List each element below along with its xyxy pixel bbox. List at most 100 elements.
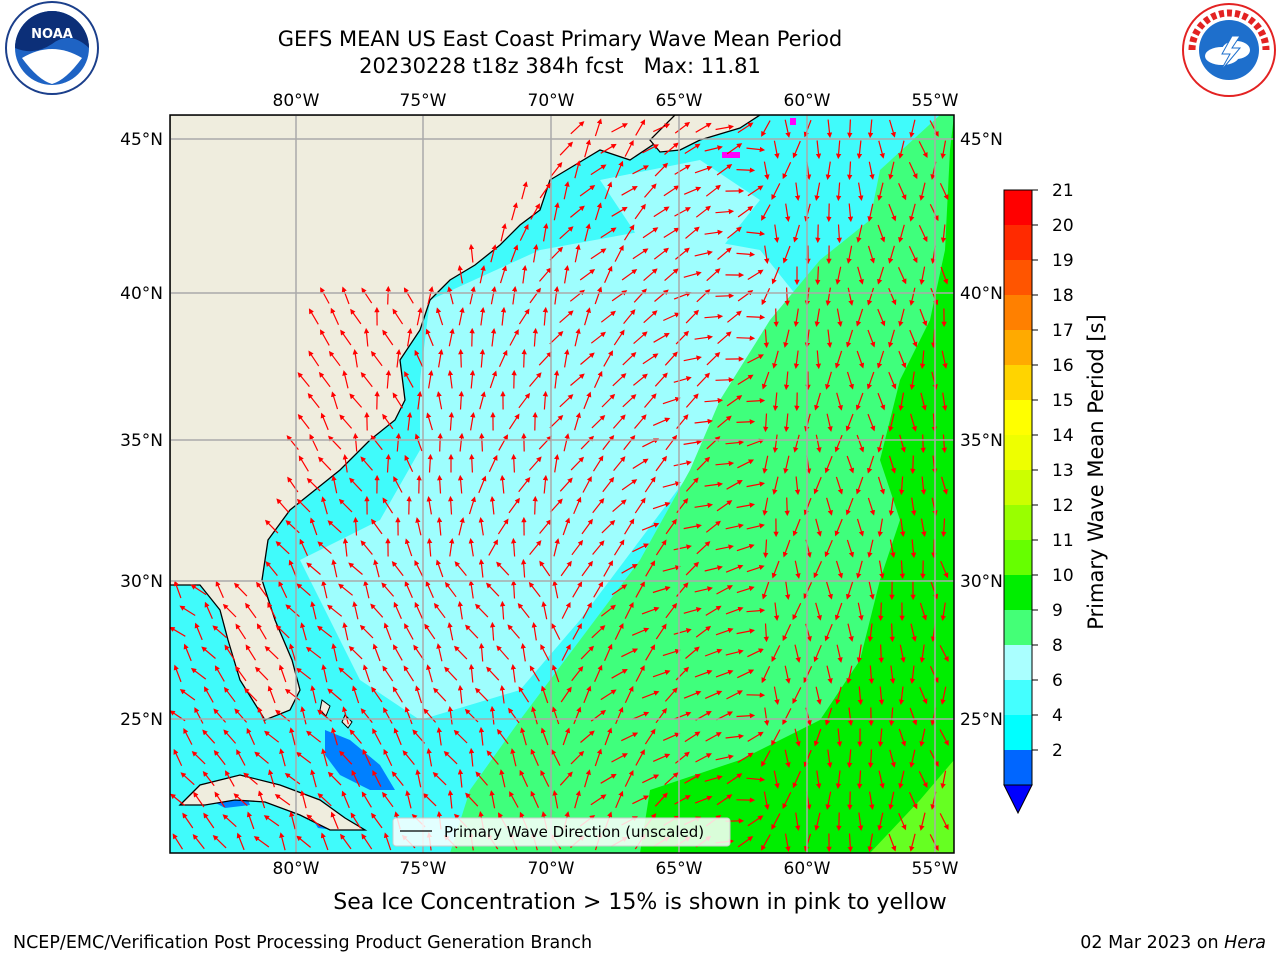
wave-direction-arrow (392, 392, 404, 409)
wave-direction-arrow (898, 770, 905, 789)
wave-direction-arrow (835, 266, 842, 285)
wave-direction-arrow (716, 500, 733, 512)
wave-direction-arrow (856, 518, 864, 537)
wave-direction-arrow (564, 349, 570, 368)
wave-direction-arrow (826, 749, 833, 769)
wave-direction-arrow (338, 583, 353, 596)
wave-direction-arrow (342, 453, 349, 473)
wave-direction-arrow (426, 664, 433, 683)
wave-direction-arrow (385, 285, 391, 305)
wave-direction-arrow (562, 727, 571, 746)
wave-direction-arrow (910, 455, 916, 475)
wave-direction-arrow (447, 286, 454, 305)
wave-direction-arrow (340, 329, 352, 346)
wave-direction-arrow (727, 310, 742, 323)
wave-direction-arrow (621, 732, 639, 742)
wave-direction-arrow (436, 643, 443, 662)
wave-direction-arrow (815, 140, 822, 160)
wave-direction-arrow (458, 517, 465, 536)
wave-direction-arrow (877, 182, 884, 201)
wave-direction-arrow (499, 474, 506, 494)
wave-direction-arrow (613, 329, 625, 346)
gridlines (170, 115, 954, 853)
wave-direction-arrow (561, 643, 571, 661)
green-yellow-zone (870, 760, 954, 853)
map-area: Primary Wave Direction (unscaled) (170, 115, 954, 853)
wave-direction-arrow (920, 518, 927, 537)
wave-direction-arrow (696, 541, 711, 555)
wave-direction-arrow (552, 580, 559, 599)
wave-direction-arrow (321, 748, 328, 767)
wave-direction-arrow (308, 350, 320, 367)
wave-direction-arrow (785, 203, 791, 223)
wave-direction-arrow (542, 474, 549, 494)
wave-direction-arrow (499, 684, 506, 704)
wave-direction-arrow (762, 497, 769, 516)
wave-direction-arrow (363, 327, 370, 347)
wave-direction-arrow (631, 627, 650, 636)
wave-direction-arrow (529, 287, 541, 304)
wave-direction-arrow (835, 182, 842, 202)
wave-direction-arrow (426, 412, 433, 431)
wave-direction-arrow (737, 459, 755, 469)
wave-direction-arrow (423, 708, 437, 723)
wave-direction-arrow (824, 623, 833, 642)
wave-direction-arrow (835, 686, 842, 705)
wave-direction-arrow (574, 244, 581, 263)
wave-direction-arrow (457, 600, 463, 620)
wave-direction-arrow (321, 580, 328, 599)
wave-direction-arrow (236, 749, 246, 766)
colorbar-segment (1004, 470, 1032, 505)
wave-direction-arrow (633, 373, 648, 386)
wave-direction-arrow (824, 455, 833, 474)
wave-direction-arrow (674, 121, 691, 134)
wave-direction-arrow (486, 666, 500, 681)
wave-direction-arrow (878, 770, 885, 789)
wave-direction-arrow (414, 559, 424, 577)
wave-direction-arrow (317, 793, 332, 807)
wave-direction-arrow (570, 750, 585, 765)
wave-direction-arrow (771, 813, 781, 830)
wave-direction-arrow (371, 812, 383, 829)
wave-direction-arrow (300, 706, 307, 725)
wave-direction-arrow (919, 266, 926, 285)
wave-direction-arrow (592, 498, 605, 514)
wave-direction-arrow (600, 310, 616, 323)
wave-direction-arrow (590, 164, 607, 176)
wave-direction-arrow (792, 518, 801, 537)
wave-direction-arrow (393, 644, 403, 661)
wave-direction-arrow (529, 372, 542, 387)
wave-direction-arrow (539, 519, 552, 534)
wave-direction-arrow (918, 141, 928, 159)
wave-direction-arrow (559, 310, 574, 324)
wave-direction-arrow (393, 727, 402, 746)
wave-direction-arrow (715, 754, 734, 761)
wave-direction-arrow (509, 329, 519, 346)
wave-direction-arrow (402, 750, 415, 765)
wave-direction-arrow (309, 517, 318, 536)
wave-direction-arrow (414, 349, 424, 367)
wave-direction-arrow (857, 770, 863, 790)
wave-direction-arrow (385, 369, 392, 389)
wave-direction-arrow (540, 644, 550, 661)
wave-direction-arrow (530, 203, 540, 220)
wave-direction-arrow (909, 287, 916, 306)
wave-direction-arrow (624, 685, 634, 703)
wave-direction-arrow (383, 832, 392, 851)
wave-direction-arrow (437, 432, 443, 452)
wave-direction-arrow (615, 706, 624, 725)
wave-direction-arrow (360, 456, 373, 471)
wave-direction-arrow (684, 774, 701, 784)
wave-direction-arrow (715, 377, 735, 383)
wave-direction-arrow (888, 287, 897, 306)
wave-direction-arrow (489, 495, 496, 515)
wave-direction-arrow (308, 308, 319, 325)
wave-direction-arrow (351, 769, 361, 787)
wave-direction-arrow (725, 606, 744, 615)
wave-direction-arrow (404, 580, 413, 599)
wave-direction-arrow (182, 812, 194, 829)
wave-direction-arrow (341, 286, 350, 305)
wave-direction-arrow (898, 392, 905, 411)
wave-direction-arrow (520, 642, 526, 662)
wave-direction-arrow (737, 206, 754, 218)
